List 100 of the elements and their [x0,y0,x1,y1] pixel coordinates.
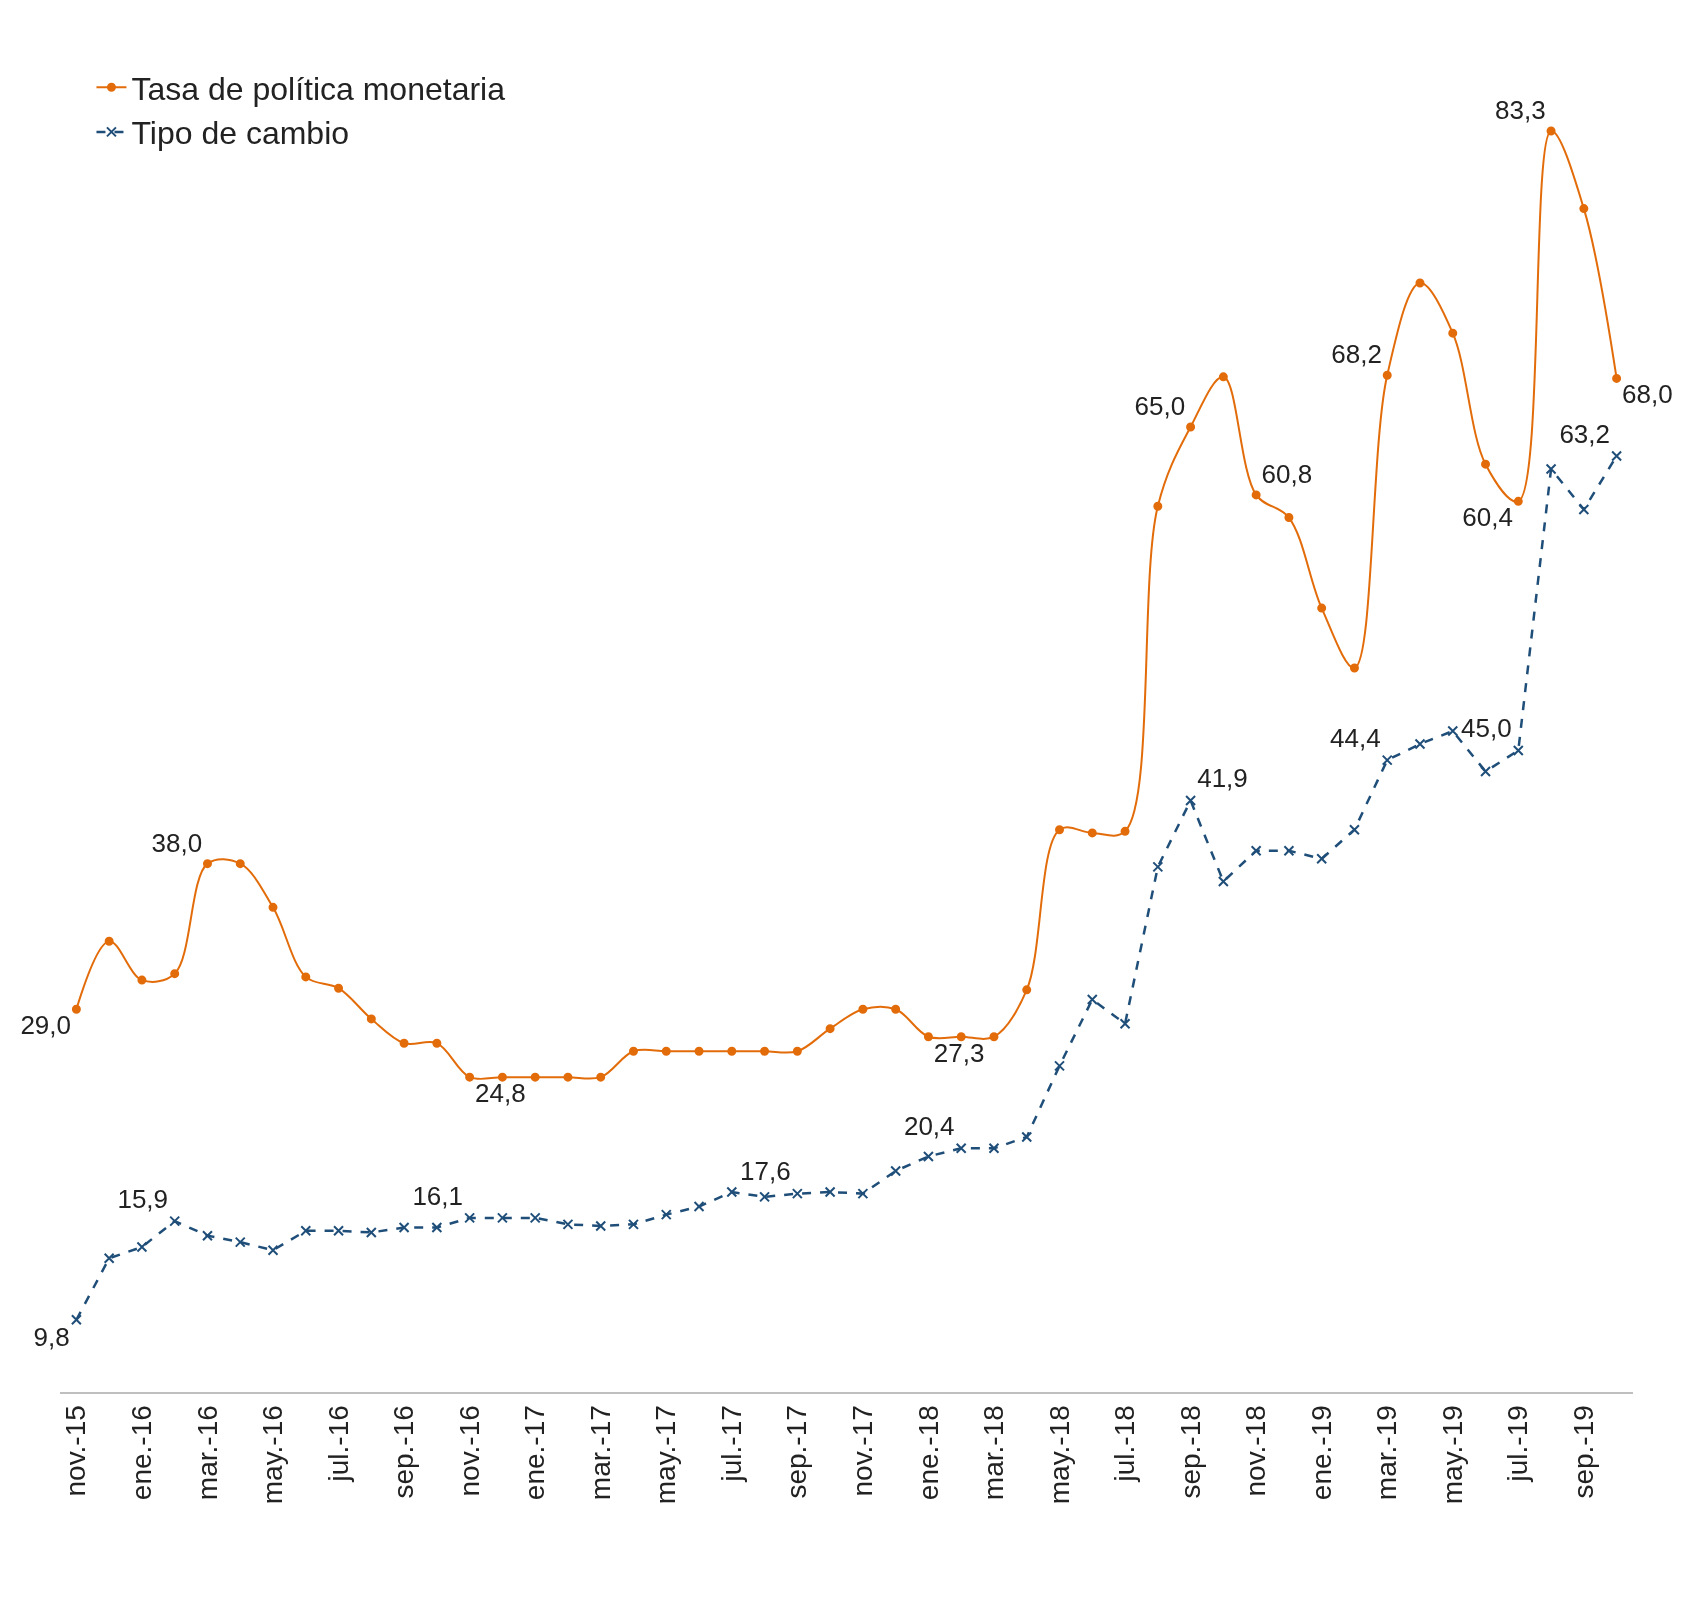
data-label: 68,0 [1621,379,1673,410]
point [1612,373,1622,383]
data-label: 63,2 [1559,418,1610,449]
x-tick-label: jul.-16 [322,1405,354,1483]
point [562,1218,574,1230]
point [1087,828,1097,838]
point [1349,663,1359,673]
point [1251,490,1261,500]
point [267,1244,279,1256]
x-tick-label: may.-18 [1043,1405,1075,1505]
point [1054,1060,1066,1072]
x-tick-label: jul.-17 [715,1405,747,1483]
point [727,1046,737,1056]
point [1153,501,1163,511]
x-tick-label: ene.-19 [1305,1405,1337,1501]
data-label: 41,9 [1197,763,1248,794]
point [760,1046,770,1056]
point [136,1241,148,1253]
point [70,1314,82,1326]
point [137,975,147,985]
data-label: 16,1 [412,1180,464,1211]
point [1218,372,1228,382]
point [956,1032,966,1042]
point [1284,513,1294,523]
point [1317,603,1327,613]
x-tick-label: mar.-17 [584,1405,616,1501]
point [759,1191,771,1203]
x-tick-label: ene.-17 [519,1405,551,1501]
point [628,1046,638,1056]
data-label: 9,8 [33,1321,70,1352]
x-tick-label: nov.-16 [453,1405,485,1497]
point [1382,370,1392,380]
data-label: 60,8 [1261,459,1313,490]
point [1186,422,1196,432]
point [399,1038,409,1048]
x-tick-label: ene.-18 [912,1405,944,1501]
point [563,1072,573,1082]
point [530,1072,540,1082]
point [1512,744,1524,756]
x-tick-label: mar.-16 [191,1405,223,1501]
point [234,1236,246,1248]
point [825,1024,835,1034]
point [496,1212,508,1224]
point [529,1212,541,1224]
data-label: 60,4 [1462,502,1513,533]
point [1185,795,1197,807]
point [1545,463,1557,475]
point [104,936,114,946]
point [1250,845,1262,857]
data-label: 44,4 [1329,723,1381,754]
x-tick-label: mar.-18 [978,1405,1010,1501]
point [333,1225,345,1237]
point [792,1046,802,1056]
point [922,1150,934,1162]
legend-label: Tipo de cambio [131,115,350,152]
legend-label: Tasa de política monetaria [131,70,506,107]
point [726,1186,738,1198]
point [301,972,311,982]
point [923,1032,933,1042]
point [1348,824,1360,836]
point [202,859,212,869]
point [1480,765,1492,777]
point [955,1142,967,1154]
point [71,1004,81,1014]
point [1448,328,1458,338]
point [1086,994,1098,1006]
point [465,1072,475,1082]
point [366,1014,376,1024]
x-tick-label: nov.-15 [60,1405,92,1497]
point [988,1142,1000,1154]
point [398,1222,410,1234]
data-label: 27,3 [933,1037,985,1068]
point [170,969,180,979]
x-tick-label: sep.-16 [388,1405,420,1499]
point [497,1072,507,1082]
data-label: 45,0 [1461,713,1512,744]
point [1579,204,1589,214]
point [857,1188,869,1200]
x-tick-label: jul.-18 [1109,1405,1141,1483]
point [1022,985,1032,995]
point [1120,826,1130,836]
x-tick-label: may.-19 [1436,1405,1468,1505]
point [595,1220,607,1232]
point [1316,853,1328,865]
x-tick-label: ene.-16 [126,1405,158,1501]
x-tick-label: sep.-18 [1174,1405,1206,1499]
x-tick-label: nov.-17 [846,1405,878,1497]
point [103,1252,115,1264]
point [235,859,245,869]
point [596,1072,606,1082]
point [1546,126,1556,136]
x-tick-label: sep.-19 [1567,1405,1599,1499]
point [858,1004,868,1014]
point [1021,1131,1033,1143]
point [660,1209,672,1221]
point [268,902,278,912]
point [1283,845,1295,857]
x-tick-label: may.-17 [650,1405,682,1505]
data-label: 24,8 [475,1078,526,1109]
point [432,1038,442,1048]
